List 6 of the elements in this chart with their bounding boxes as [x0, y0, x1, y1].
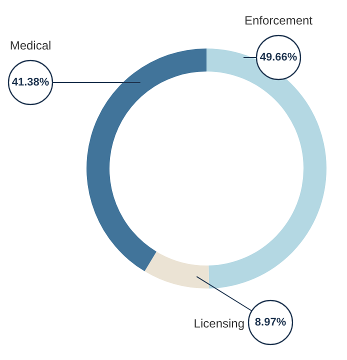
slice-label: Licensing	[194, 316, 244, 330]
data-label: 8.97%	[254, 316, 286, 328]
data-label: 49.66%	[260, 52, 298, 64]
slice-label: Medical	[10, 38, 52, 52]
slice-label: Enforcement	[244, 14, 314, 28]
data-label: 41.38%	[12, 76, 50, 88]
